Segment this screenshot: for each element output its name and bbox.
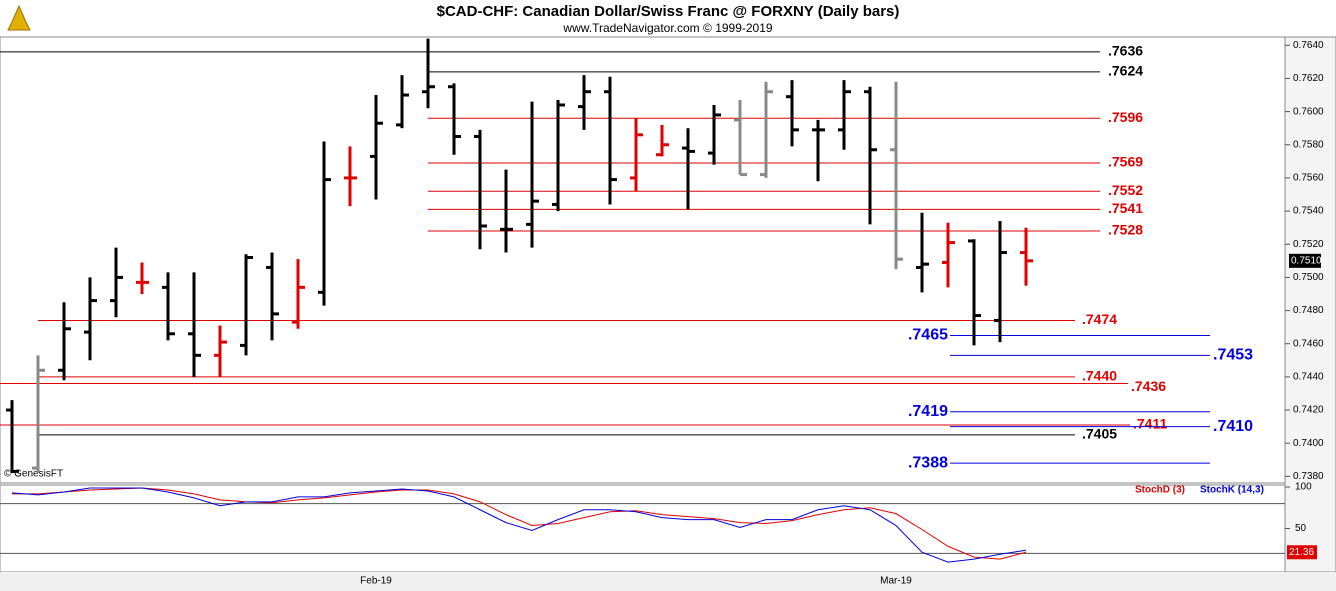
y-tick-label: 0.7400 xyxy=(1293,438,1324,449)
y-tick-label: 0.7460 xyxy=(1293,338,1324,349)
x-tick-label: Feb-19 xyxy=(360,576,392,587)
chart-subtitle: www.TradeNavigator.com © 1999-2019 xyxy=(562,21,772,35)
level-label: .7388 xyxy=(908,454,948,471)
source: © GenesisFT xyxy=(4,469,63,480)
y-tick-label: 0.7640 xyxy=(1293,40,1324,51)
y-tick-label: 0.7560 xyxy=(1293,173,1324,184)
stoch-panel xyxy=(0,484,1286,573)
legend-entry: StochK (14,3) xyxy=(1200,485,1264,496)
level-label: .7569 xyxy=(1108,154,1143,170)
last-value-label: 21.36 xyxy=(1289,547,1314,558)
last-value-box xyxy=(1287,545,1317,560)
level-label: .7528 xyxy=(1108,222,1143,238)
price-panel xyxy=(0,36,1286,484)
y-tick-label: 0.7540 xyxy=(1293,206,1324,217)
last-price-label: 0.7510 xyxy=(1291,255,1322,266)
x-tick-label: Mar-19 xyxy=(880,576,912,587)
level-label: .7624 xyxy=(1108,63,1143,79)
stoch-line xyxy=(11,487,1027,563)
level-label: .7419 xyxy=(908,403,948,420)
level-label: .7465 xyxy=(908,327,948,344)
level-label: .7474 xyxy=(1082,311,1117,327)
y-tick-label: 0.7580 xyxy=(1293,139,1324,150)
y-tick-label: 0.7600 xyxy=(1293,106,1324,117)
y-tick-label: 0.7420 xyxy=(1293,405,1324,416)
level-label: .7411 xyxy=(1133,416,1167,432)
level-label: .7436 xyxy=(1131,378,1166,394)
price-axis xyxy=(1284,36,1336,573)
y-tick-label: 0.7380 xyxy=(1293,471,1324,482)
level-label: .7440 xyxy=(1082,368,1117,384)
y-tick-label: 100 xyxy=(1295,482,1312,493)
chart-title: $CAD-CHF: Canadian Dollar/Swiss Franc @ … xyxy=(437,3,900,20)
level-label: .7410 xyxy=(1213,418,1253,435)
level-label: .7541 xyxy=(1108,200,1143,216)
y-tick-label: 0.7440 xyxy=(1293,372,1324,383)
legend-entry: StochD (3) xyxy=(1135,485,1185,496)
level-label: .7636 xyxy=(1108,43,1143,59)
level-label: .7405 xyxy=(1082,426,1117,442)
y-tick-label: 0.7480 xyxy=(1293,305,1324,316)
level-label: .7552 xyxy=(1108,182,1143,198)
last-price-box xyxy=(1289,253,1321,268)
stoch-line xyxy=(12,487,1027,560)
y-tick-label: 0.7500 xyxy=(1293,272,1324,283)
y-tick-label: 50 xyxy=(1295,523,1307,534)
logo xyxy=(7,4,31,31)
y-tick-label: 0.7520 xyxy=(1293,239,1324,250)
level-label: .7596 xyxy=(1108,109,1143,125)
level-label: .7453 xyxy=(1213,347,1253,364)
date-axis xyxy=(0,572,1336,591)
y-tick-label: 0.7620 xyxy=(1293,73,1324,84)
